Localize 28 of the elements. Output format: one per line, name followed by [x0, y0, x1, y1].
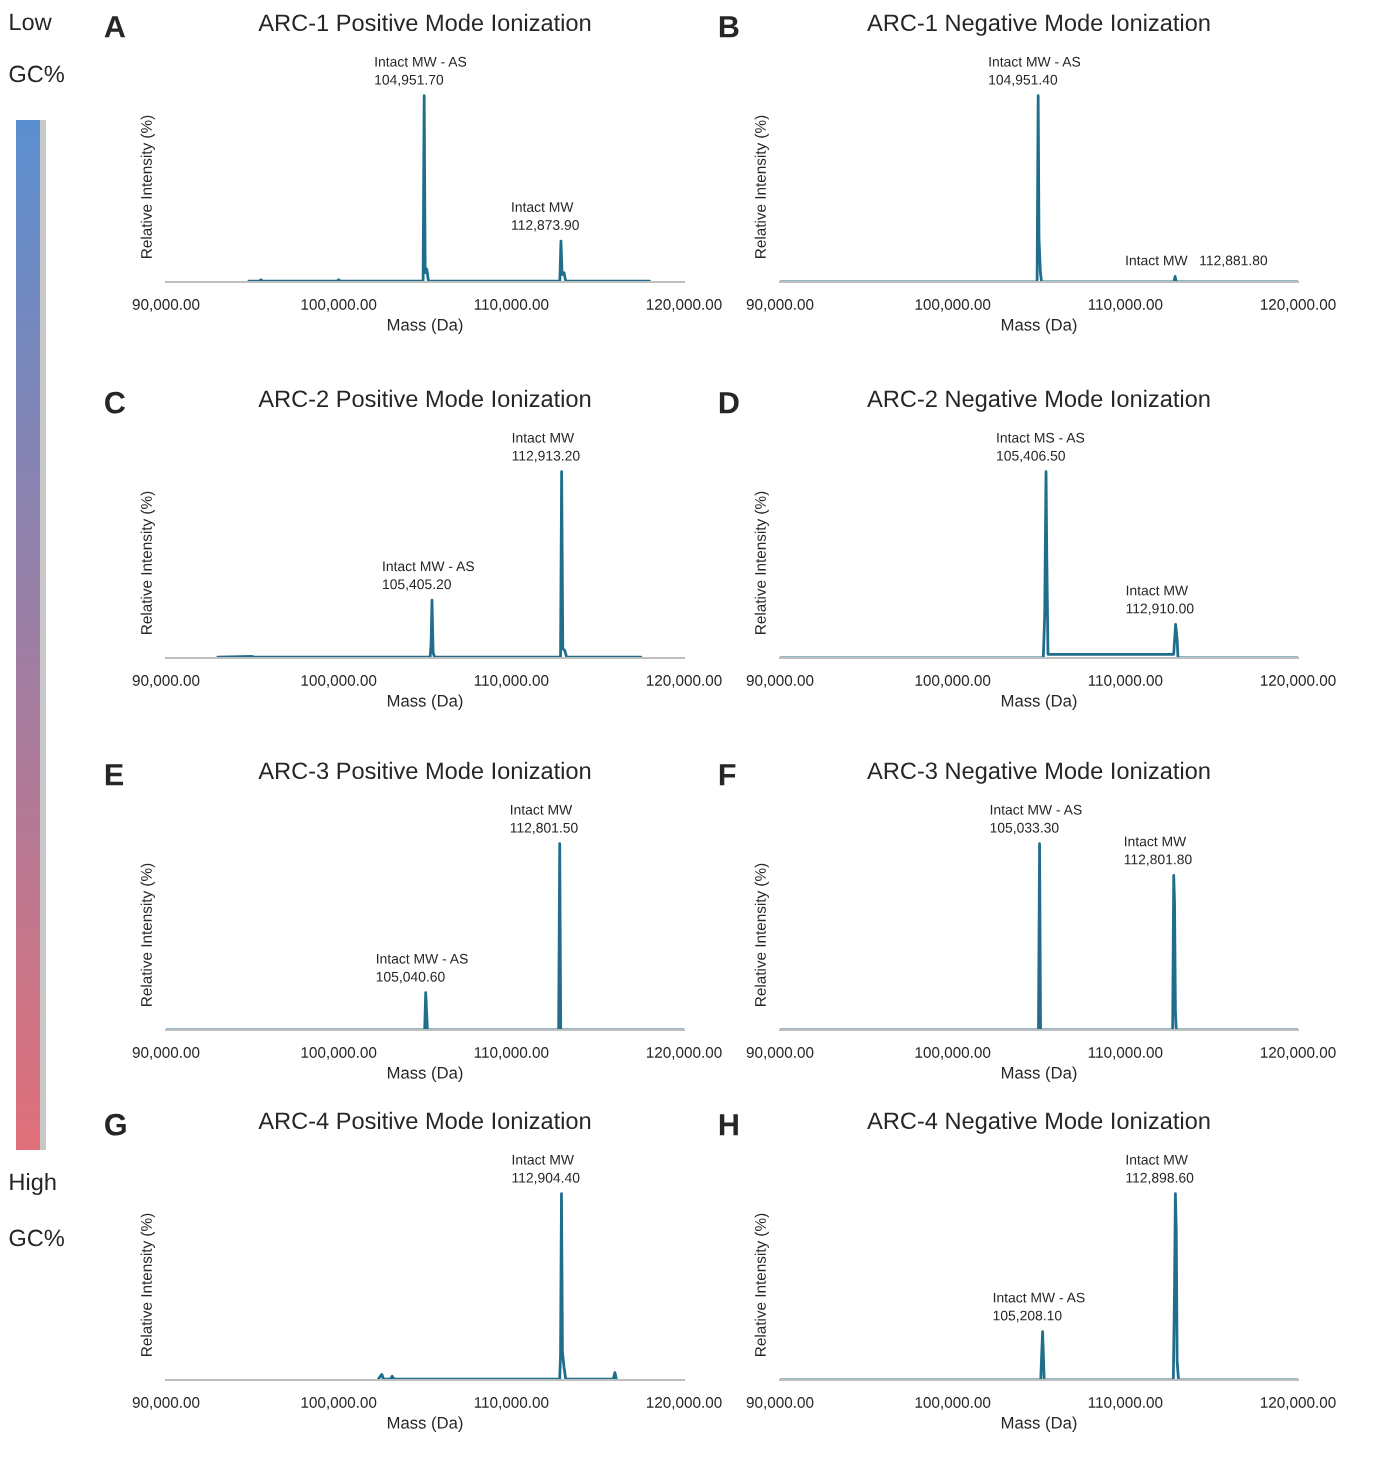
text: C [105, 391, 126, 414]
chart-title: ARC-2 Negative Mode Ionization [867, 389, 1210, 412]
x-axis-title: Mass (Da) [387, 1416, 463, 1432]
text: H [719, 1114, 738, 1136]
chart-title: ARC-3 Negative Mode Ionization [867, 761, 1210, 784]
chart-title: ARC-4 Positive Mode Ionization [258, 1111, 591, 1130]
chart-title: ARC-1 Negative Mode Ionization [867, 13, 1210, 36]
text: A [104, 16, 126, 38]
chart-title: ARC-1 Positive Mode Ionization [258, 13, 591, 32]
chart-title: ARC-2 Positive Mode Ionization [258, 389, 591, 408]
text: D [719, 392, 739, 414]
text: Low [10, 13, 52, 31]
chart-title: ARC-4 Negative Mode Ionization [867, 1111, 1210, 1134]
text: High [10, 1172, 56, 1196]
x-axis-title: Mass (Da) [387, 694, 463, 710]
text: B [719, 16, 739, 38]
text: G [105, 1113, 126, 1136]
x-axis-title: Mass (Da) [1001, 318, 1077, 334]
chart-title: ARC-3 Positive Mode Ionization [258, 761, 591, 780]
x-axis-title: Mass (Da) [1001, 694, 1077, 710]
x-axis-title: Mass (Da) [1001, 1416, 1077, 1432]
text: E [105, 764, 124, 786]
text: F [719, 764, 736, 786]
x-axis-title: Mass (Da) [387, 318, 463, 334]
x-axis-title: Mass (Da) [387, 1066, 463, 1082]
text: GC% [9, 65, 64, 83]
text: GC% [9, 1229, 64, 1247]
x-axis-title: Mass (Da) [1001, 1066, 1077, 1082]
